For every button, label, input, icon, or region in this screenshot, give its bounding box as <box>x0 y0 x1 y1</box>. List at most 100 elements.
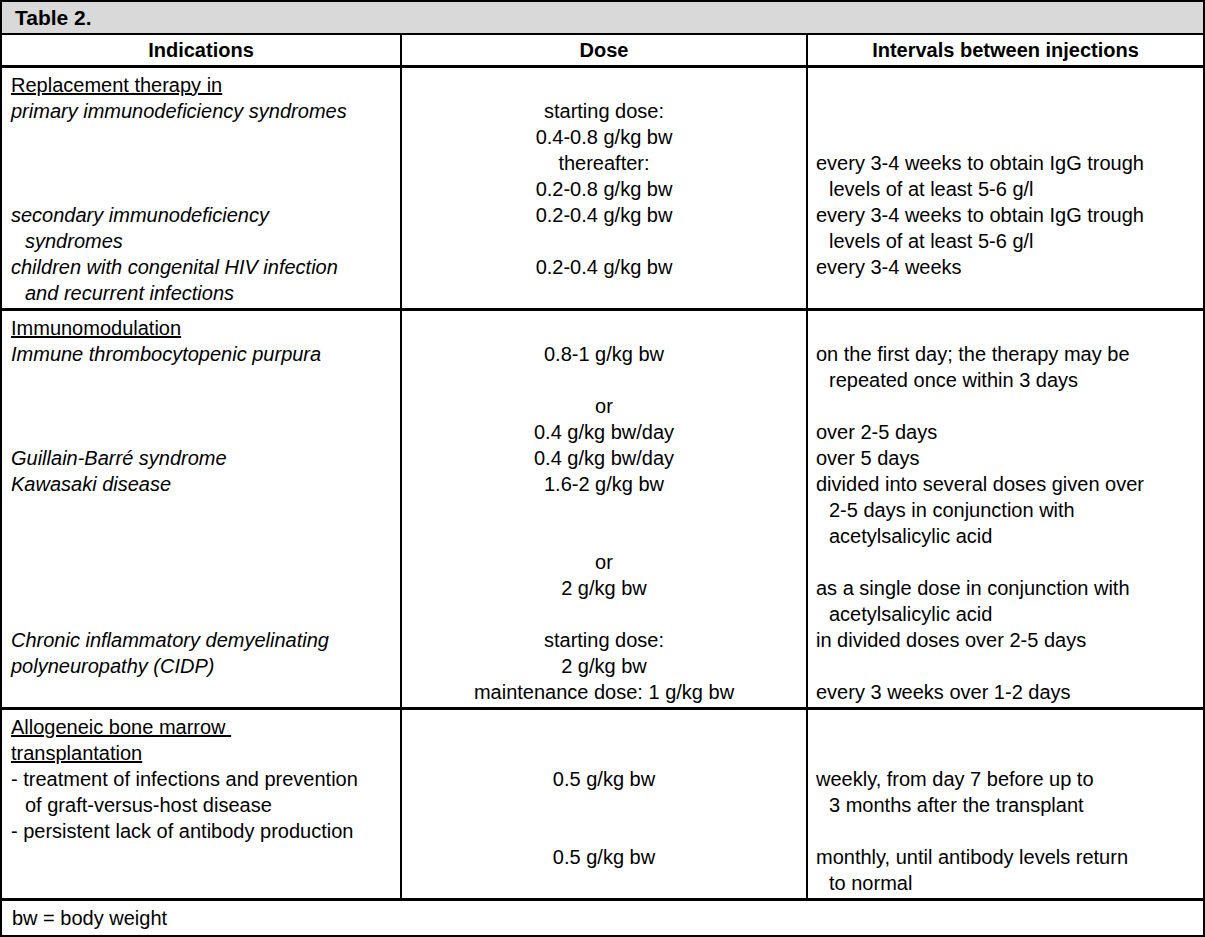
cell-line: to normal <box>808 870 1203 896</box>
cell-line <box>2 870 400 896</box>
column-header-intervals: Intervals between injections <box>808 35 1203 65</box>
cell-line <box>402 497 806 523</box>
cell-line: every 3-4 weeks to obtain IgG trough <box>808 150 1203 176</box>
cell-line <box>2 497 400 523</box>
cell-line: Replacement therapy in <box>2 72 400 98</box>
cell-line: in divided doses over 2-5 days <box>808 627 1203 653</box>
cell-line: over 5 days <box>808 445 1203 471</box>
cell-line: Chronic inflammatory demyelinating <box>2 627 400 653</box>
cell-line: or <box>402 549 806 575</box>
cell-line <box>808 315 1203 341</box>
cell-line: Immunomodulation <box>2 315 400 341</box>
cell-line: 0.8-1 g/kg bw <box>402 341 806 367</box>
dose-table: Table 2. Indications Dose Intervals betw… <box>0 0 1205 937</box>
table-cell: Allogeneic bone marrow transplantation- … <box>2 710 402 898</box>
table-title-bar: Table 2. <box>2 2 1203 35</box>
cell-line <box>402 315 806 341</box>
cell-line <box>402 523 806 549</box>
cell-line <box>2 575 400 601</box>
cell-line <box>2 150 400 176</box>
cell-line <box>402 818 806 844</box>
cell-line <box>402 280 806 306</box>
cell-line: monthly, until antibody levels return <box>808 844 1203 870</box>
cell-line: Kawasaki disease <box>2 471 400 497</box>
column-header-dose: Dose <box>402 35 808 65</box>
cell-line: or <box>402 393 806 419</box>
cell-line: 0.2-0.4 g/kg bw <box>402 254 806 280</box>
cell-line <box>808 72 1203 98</box>
footnote-text: bw = body weight <box>12 907 167 930</box>
cell-line: starting dose: <box>402 627 806 653</box>
cell-line: secondary immunodeficiency <box>2 202 400 228</box>
cell-line: primary immunodeficiency syndromes <box>2 98 400 124</box>
table-header-row: Indications Dose Intervals between injec… <box>2 35 1203 68</box>
table-title: Table 2. <box>15 6 92 30</box>
cell-line <box>402 367 806 393</box>
table-cell: Replacement therapy inprimary immunodefi… <box>2 68 402 308</box>
cell-line <box>2 549 400 575</box>
cell-line: weekly, from day 7 before up to <box>808 766 1203 792</box>
cell-line <box>808 549 1203 575</box>
cell-line: 0.5 g/kg bw <box>402 766 806 792</box>
cell-line: 3 months after the transplant <box>808 792 1203 818</box>
cell-line: Guillain-Barré syndrome <box>2 445 400 471</box>
table-footnote: bw = body weight <box>2 901 1203 935</box>
cell-line <box>808 124 1203 150</box>
table-cell: ImmunomodulationImmune thrombocytopenic … <box>2 311 402 707</box>
table-cell: 0.5 g/kg bw0.5 g/kg bw <box>402 710 808 898</box>
cell-line: levels of at least 5-6 g/l <box>808 228 1203 254</box>
cell-line <box>808 98 1203 124</box>
cell-line: starting dose: <box>402 98 806 124</box>
cell-line: children with congenital HIV infection <box>2 254 400 280</box>
cell-line <box>2 679 400 705</box>
cell-line: - treatment of infections and prevention <box>2 766 400 792</box>
cell-line <box>808 818 1203 844</box>
cell-line: 0.4 g/kg bw/day <box>402 445 806 471</box>
cell-line <box>402 72 806 98</box>
cell-line: over 2-5 days <box>808 419 1203 445</box>
cell-line: of graft-versus-host disease <box>2 792 400 818</box>
cell-line: Allogeneic bone marrow <box>2 714 400 740</box>
cell-line: 2 g/kg bw <box>402 653 806 679</box>
cell-line <box>402 228 806 254</box>
cell-line: 1.6-2 g/kg bw <box>402 471 806 497</box>
cell-line <box>808 740 1203 766</box>
cell-line <box>402 601 806 627</box>
cell-line: 2 g/kg bw <box>402 575 806 601</box>
cell-line: 2-5 days in conjunction with <box>808 497 1203 523</box>
cell-line: 0.2-0.8 g/kg bw <box>402 176 806 202</box>
cell-line <box>402 792 806 818</box>
cell-line: 0.2-0.4 g/kg bw <box>402 202 806 228</box>
cell-line: repeated once within 3 days <box>808 367 1203 393</box>
table-cell: 0.8-1 g/kg bwor0.4 g/kg bw/day0.4 g/kg b… <box>402 311 808 707</box>
cell-line: 0.4 g/kg bw/day <box>402 419 806 445</box>
cell-line: every 3 weeks over 1-2 days <box>808 679 1203 705</box>
cell-line: maintenance dose: 1 g/kg bw <box>402 679 806 705</box>
table-cell: every 3-4 weeks to obtain IgG troughleve… <box>808 68 1203 308</box>
cell-line <box>2 176 400 202</box>
table-cell: weekly, from day 7 before up to3 months … <box>808 710 1203 898</box>
cell-line: syndromes <box>2 228 400 254</box>
cell-line: 0.4-0.8 g/kg bw <box>402 124 806 150</box>
cell-line: as a single dose in conjunction with <box>808 575 1203 601</box>
cell-line: levels of at least 5-6 g/l <box>808 176 1203 202</box>
cell-line <box>2 393 400 419</box>
cell-line <box>808 280 1203 306</box>
section-replacement-therapy: Replacement therapy inprimary immunodefi… <box>2 68 1203 311</box>
column-header-indications: Indications <box>2 35 402 65</box>
cell-line: thereafter: <box>402 150 806 176</box>
cell-line: acetylsalicylic acid <box>808 523 1203 549</box>
section-immunomodulation: ImmunomodulationImmune thrombocytopenic … <box>2 311 1203 710</box>
cell-line: every 3-4 weeks <box>808 254 1203 280</box>
cell-line: - persistent lack of antibody production <box>2 818 400 844</box>
cell-line <box>2 523 400 549</box>
cell-line <box>808 393 1203 419</box>
table-body: Replacement therapy inprimary immunodefi… <box>2 68 1203 901</box>
cell-line: polyneuropathy (CIDP) <box>2 653 400 679</box>
cell-line <box>2 601 400 627</box>
cell-line <box>2 419 400 445</box>
cell-line <box>402 870 806 896</box>
section-allogeneic-bone-marrow-transplantation: Allogeneic bone marrow transplantation- … <box>2 710 1203 901</box>
cell-line: every 3-4 weeks to obtain IgG trough <box>808 202 1203 228</box>
cell-line: divided into several doses given over <box>808 471 1203 497</box>
